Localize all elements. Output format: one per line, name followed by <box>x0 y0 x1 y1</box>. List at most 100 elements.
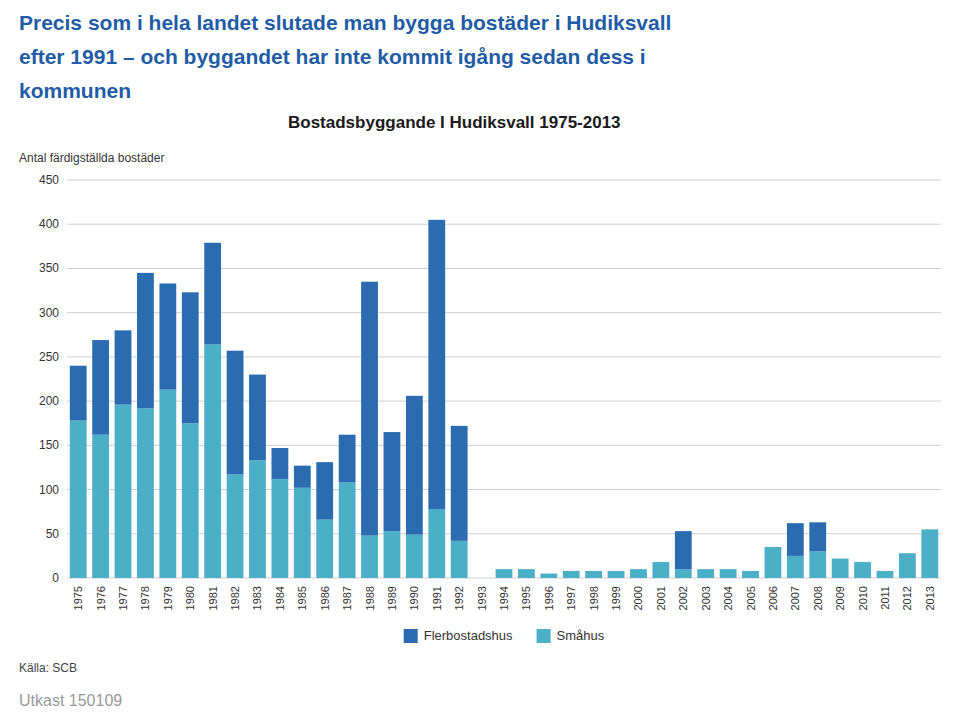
bar <box>159 390 176 578</box>
bar <box>115 405 132 578</box>
bar <box>316 520 333 578</box>
x-tick-label: 1976 <box>95 586 107 610</box>
y-tick-label: 250 <box>39 350 59 364</box>
bar <box>899 553 916 578</box>
bar <box>630 569 647 570</box>
bar <box>428 509 445 578</box>
bar <box>697 569 714 570</box>
bar <box>652 562 669 578</box>
bar <box>204 243 221 345</box>
legend-item: Småhus <box>537 628 605 643</box>
bar <box>182 292 199 423</box>
bar <box>496 569 513 578</box>
y-tick-label: 350 <box>39 261 59 275</box>
bar <box>70 366 87 421</box>
bar <box>765 547 782 578</box>
x-tick-label: 1993 <box>476 586 488 610</box>
x-tick-label: 2010 <box>857 586 869 610</box>
x-tick-label: 1998 <box>588 586 600 610</box>
bar <box>451 426 468 541</box>
x-tick-label: 1981 <box>207 586 219 610</box>
grid-line <box>67 268 941 269</box>
bar <box>720 569 737 578</box>
y-tick-label: 50 <box>46 527 60 541</box>
x-tick-label: 1985 <box>296 586 308 610</box>
bar <box>720 569 737 570</box>
bar <box>518 569 535 578</box>
bar <box>294 466 311 488</box>
grid <box>67 180 941 578</box>
bar <box>249 375 266 461</box>
bar <box>742 571 759 578</box>
x-tick-label: 1979 <box>162 586 174 610</box>
bar <box>473 578 490 579</box>
bar <box>428 220 445 509</box>
bar <box>899 553 916 554</box>
x-tick-label: 1987 <box>341 586 353 610</box>
x-tick-label: 1977 <box>117 586 129 610</box>
bar <box>384 432 401 531</box>
bar <box>204 345 221 578</box>
x-tick-label: 1997 <box>565 586 577 610</box>
x-tick-label: 1980 <box>184 586 196 610</box>
x-tick-label: 1990 <box>408 586 420 610</box>
bar <box>630 569 647 578</box>
y-tick-label: 150 <box>39 438 59 452</box>
bar <box>921 529 938 578</box>
headline: efter 1991 – och byggandet har inte komm… <box>19 45 646 68</box>
x-tick-label: 2003 <box>700 586 712 610</box>
bar <box>585 570 602 571</box>
bar <box>854 562 871 578</box>
x-tick-label: 1996 <box>543 586 555 610</box>
bar <box>832 559 849 578</box>
x-tick-label: 2000 <box>632 586 644 610</box>
bar <box>294 488 311 578</box>
legend-swatch <box>404 629 418 643</box>
x-tick-label: 2011 <box>879 586 891 610</box>
x-tick-label: 2006 <box>767 586 779 610</box>
bar <box>877 570 894 571</box>
x-tick-label: 1991 <box>431 586 443 610</box>
x-tick-label: 2001 <box>655 586 667 610</box>
bar <box>585 571 602 578</box>
bar <box>652 562 669 563</box>
bar <box>697 569 714 578</box>
legend-label: Flerbostadshus <box>424 628 513 643</box>
bar <box>765 547 782 548</box>
bars <box>70 220 938 578</box>
y-tick-label: 100 <box>39 483 59 497</box>
bar <box>675 569 692 578</box>
bar <box>227 351 244 475</box>
x-tick-label: 2005 <box>745 586 757 610</box>
bar <box>159 283 176 389</box>
headline: Precis som i hela landet slutade man byg… <box>19 11 671 34</box>
grid-line <box>67 180 941 181</box>
x-tick-label: 2007 <box>789 586 801 610</box>
x-tick-label: 1995 <box>520 586 532 610</box>
bar <box>316 462 333 519</box>
x-tick-label: 1989 <box>386 586 398 610</box>
y-tick-label: 400 <box>39 217 59 231</box>
bar <box>92 435 109 578</box>
x-tick-label: 1992 <box>453 586 465 610</box>
footer: Utkast 150109 <box>19 692 122 709</box>
x-tick-label: 2013 <box>924 586 936 610</box>
bar <box>540 573 557 574</box>
bar <box>742 570 759 571</box>
x-tick-label: 1988 <box>364 586 376 610</box>
bar <box>921 529 938 530</box>
bar <box>809 522 826 551</box>
chart-title: Bostadsbyggande I Hudiksvall 1975-2013 <box>288 113 621 132</box>
x-tick-label: 1999 <box>610 586 622 610</box>
bar <box>137 273 154 408</box>
bar <box>675 531 692 569</box>
x-tick-label: 2012 <box>901 586 913 610</box>
bar <box>540 574 557 578</box>
bar <box>877 571 894 578</box>
bar <box>473 578 490 579</box>
bar <box>563 570 580 571</box>
x-tick-label: 2008 <box>812 586 824 610</box>
bar <box>92 340 109 435</box>
bar <box>406 396 423 535</box>
bar <box>271 479 288 578</box>
